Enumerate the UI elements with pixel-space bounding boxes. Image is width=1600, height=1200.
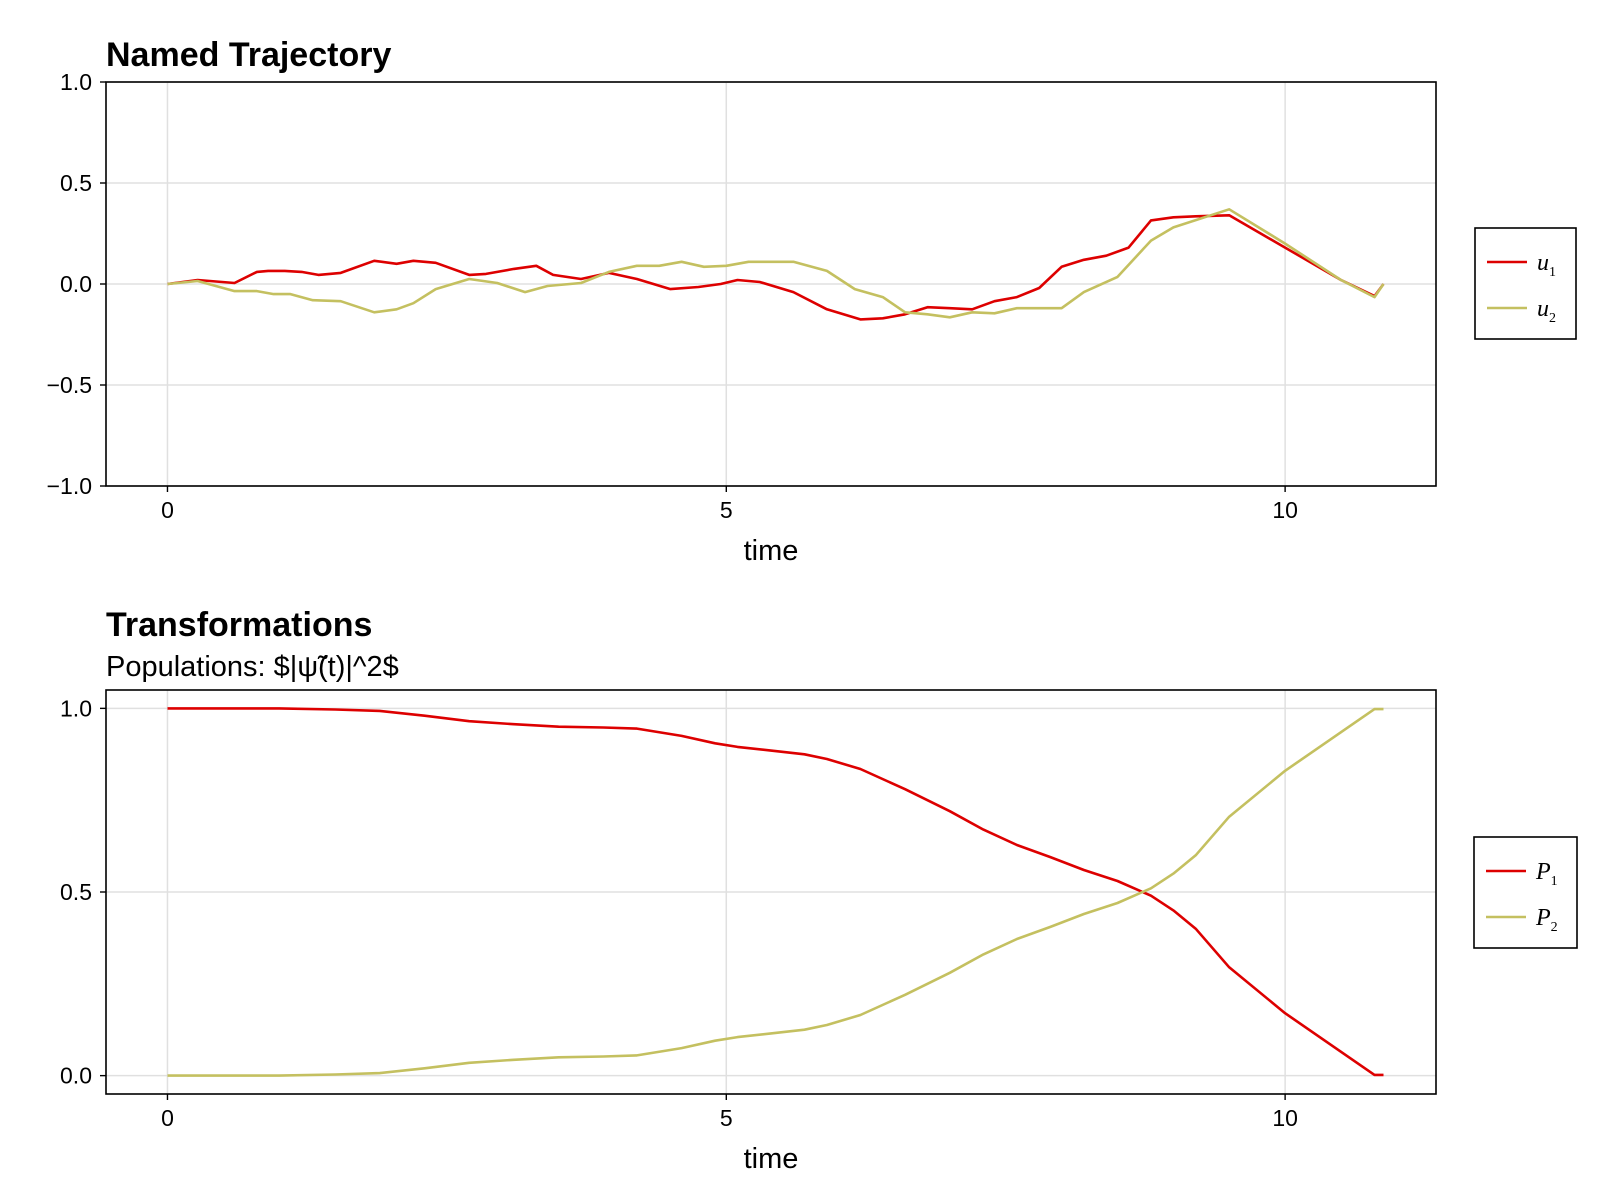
series-line-P1 (167, 707, 1384, 1077)
x-tick-label: 0 (161, 1105, 174, 1131)
chart-title: Named Trajectory (106, 36, 391, 74)
series-line-u1 (167, 214, 1385, 321)
y-tick-label: 0.0 (60, 1063, 92, 1089)
chart-named-trajectory: 0 5 10 1.0 0.5 0.0 −0.5 −1.0 time Named Trajector… (47, 36, 1577, 567)
chart-subtitle: Populations: $|ψ̃(t)|^2$ (106, 651, 399, 683)
series-line-P2 (167, 707, 1384, 1077)
legend-frame (1474, 227, 1577, 340)
y-tick-label: 0.5 (60, 879, 92, 905)
x-axis-label: time (744, 1143, 799, 1175)
x-tick-label: 10 (1272, 1105, 1298, 1131)
y-tick-label: 0.0 (60, 271, 92, 297)
series-line-u2 (167, 208, 1385, 319)
legend-frame (1473, 836, 1578, 949)
y-tick-label: 1.0 (60, 695, 92, 721)
x-axis-label: time (744, 535, 799, 567)
x-tick-label: 5 (720, 497, 733, 523)
y-tick-label: 0.5 (60, 170, 92, 196)
x-tick-label: 5 (720, 1105, 733, 1131)
x-tick-label: 0 (161, 497, 174, 523)
y-tick-label: −1.0 (47, 473, 92, 499)
x-tick-label: 10 (1272, 497, 1298, 523)
y-tick-label: −0.5 (47, 372, 92, 398)
chart-transformations: 0 5 10 1.0 0.5 0.0 time Transformations Populati… (60, 606, 1578, 1175)
chart-title: Transformations (106, 606, 372, 644)
y-tick-label: 1.0 (60, 69, 92, 95)
